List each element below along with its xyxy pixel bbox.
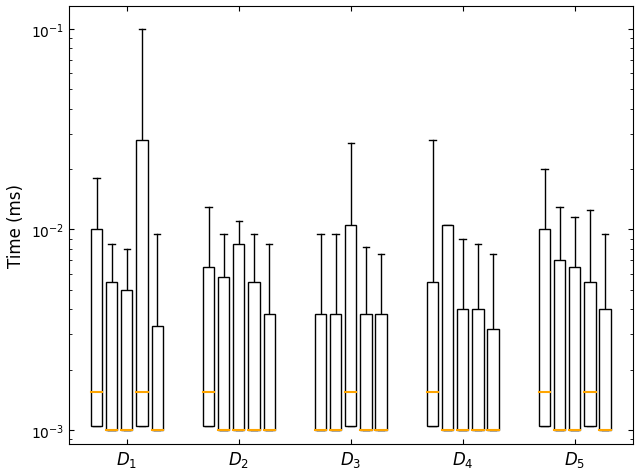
Bar [539,230,550,426]
Bar [427,282,438,426]
Bar [315,314,326,430]
Bar [218,278,229,430]
Bar [248,282,260,430]
Bar [360,314,372,430]
Bar [122,290,132,430]
Bar [569,268,580,430]
Bar [457,309,468,430]
Bar [264,314,275,430]
Bar [234,244,244,430]
Bar [330,314,341,430]
Bar [376,314,387,430]
Bar [152,327,163,430]
Bar [442,226,453,430]
Bar [91,230,102,426]
Bar [106,282,117,430]
Bar [554,261,565,430]
Bar [472,309,484,430]
Bar [203,268,214,426]
Bar [584,282,596,426]
Bar [136,140,148,426]
Bar [600,309,611,430]
Bar [488,329,499,430]
Bar [345,226,356,426]
Y-axis label: Time (ms): Time (ms) [7,184,25,268]
